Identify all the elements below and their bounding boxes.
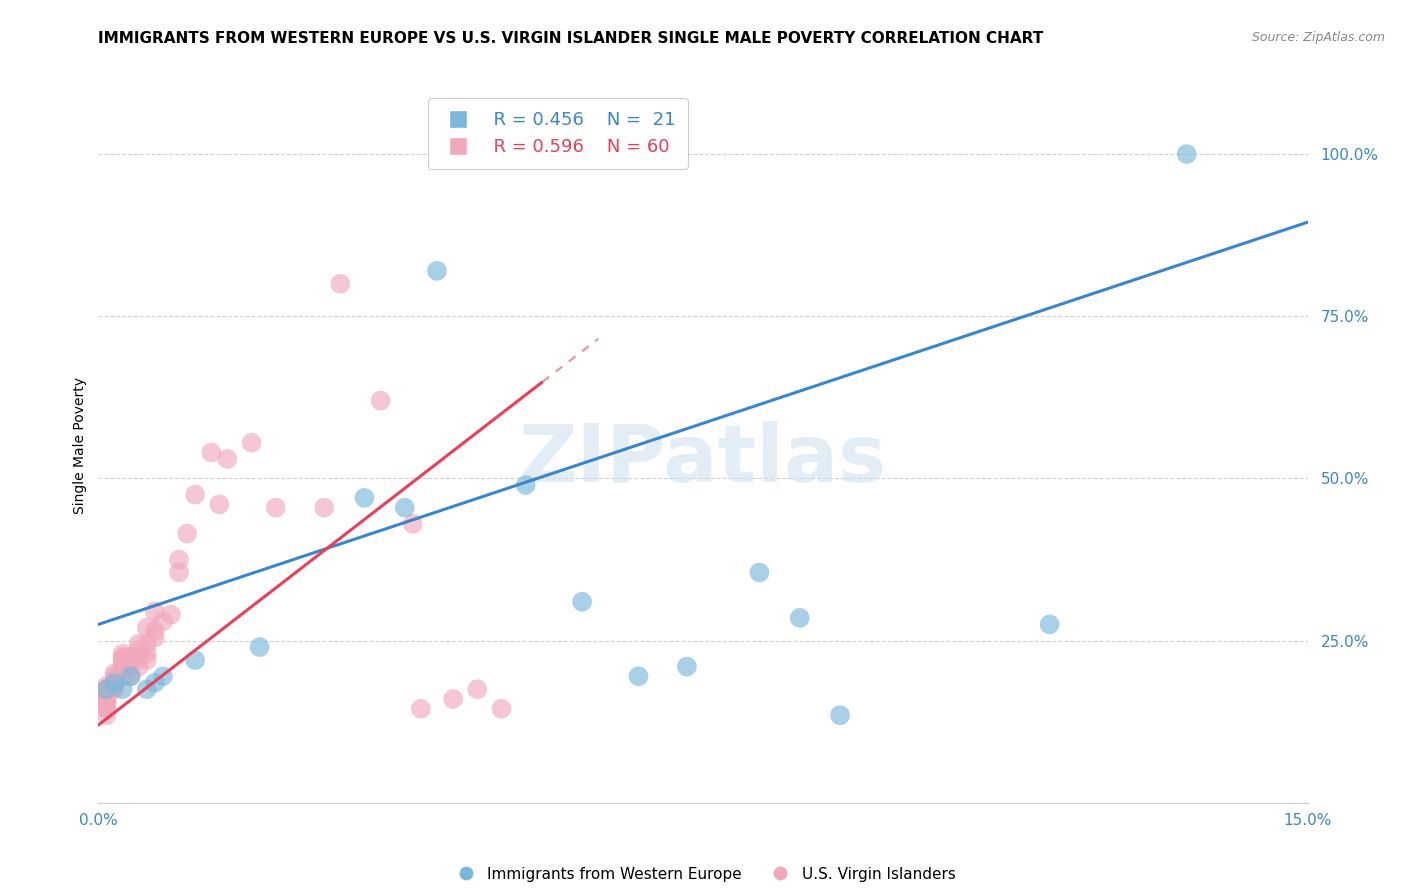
Point xyxy=(748,566,770,580)
Point xyxy=(120,659,142,673)
Text: IMMIGRANTS FROM WESTERN EUROPE VS U.S. VIRGIN ISLANDER SINGLE MALE POVERTY CORRE: IMMIGRANTS FROM WESTERN EUROPE VS U.S. V… xyxy=(98,31,1043,46)
Point xyxy=(184,653,207,667)
Point xyxy=(103,675,125,690)
Point xyxy=(160,607,183,622)
Point xyxy=(176,526,198,541)
Point xyxy=(135,621,157,635)
Point xyxy=(491,702,513,716)
Point xyxy=(426,264,449,278)
Point xyxy=(111,649,134,664)
Point xyxy=(167,566,190,580)
Point xyxy=(353,491,375,505)
Point xyxy=(530,147,553,161)
Text: Source: ZipAtlas.com: Source: ZipAtlas.com xyxy=(1251,31,1385,45)
Point xyxy=(103,673,125,687)
Point xyxy=(128,659,150,673)
Point xyxy=(208,497,231,511)
Point xyxy=(135,637,157,651)
Point xyxy=(96,679,118,693)
Point xyxy=(111,669,134,683)
Point xyxy=(143,624,166,638)
Point xyxy=(96,682,118,697)
Point xyxy=(96,695,118,709)
Point xyxy=(1039,617,1062,632)
Point xyxy=(152,669,174,683)
Point xyxy=(329,277,352,291)
Point xyxy=(120,669,142,683)
Point xyxy=(240,435,263,450)
Point xyxy=(96,695,118,709)
Point xyxy=(571,595,593,609)
Point xyxy=(128,637,150,651)
Point xyxy=(111,647,134,661)
Point xyxy=(111,657,134,671)
Point xyxy=(103,682,125,697)
Point xyxy=(103,669,125,683)
Point xyxy=(128,643,150,657)
Point xyxy=(828,708,851,723)
Point xyxy=(111,663,134,677)
Point xyxy=(200,445,222,459)
Point xyxy=(103,666,125,681)
Point xyxy=(465,682,488,697)
Point xyxy=(249,640,271,654)
Point xyxy=(96,702,118,716)
Point xyxy=(789,611,811,625)
Point xyxy=(96,689,118,703)
Point xyxy=(627,669,650,683)
Point xyxy=(103,679,125,693)
Point xyxy=(217,452,239,467)
Point xyxy=(409,702,432,716)
Point xyxy=(1175,147,1198,161)
Point xyxy=(167,552,190,566)
Point xyxy=(111,653,134,667)
Point xyxy=(135,647,157,661)
Point xyxy=(184,488,207,502)
Point xyxy=(314,500,336,515)
Point xyxy=(120,657,142,671)
Point xyxy=(96,692,118,706)
Point xyxy=(515,478,537,492)
Point xyxy=(96,702,118,716)
Legend: Immigrants from Western Europe, U.S. Virgin Islanders: Immigrants from Western Europe, U.S. Vir… xyxy=(444,861,962,888)
Point xyxy=(111,682,134,697)
Point xyxy=(264,500,287,515)
Point xyxy=(96,685,118,699)
Text: ZIPatlas: ZIPatlas xyxy=(519,421,887,500)
Point xyxy=(441,692,464,706)
Point xyxy=(143,631,166,645)
Point xyxy=(676,659,699,673)
Point xyxy=(135,653,157,667)
Point xyxy=(143,604,166,618)
Point xyxy=(128,649,150,664)
Point xyxy=(135,682,157,697)
Point xyxy=(103,675,125,690)
Point xyxy=(143,675,166,690)
Point xyxy=(370,393,392,408)
Point xyxy=(120,649,142,664)
Point xyxy=(96,682,118,697)
Point xyxy=(96,689,118,703)
Point xyxy=(96,682,118,697)
Point xyxy=(103,675,125,690)
Point xyxy=(152,614,174,628)
Point xyxy=(402,516,425,531)
Point xyxy=(96,708,118,723)
Y-axis label: Single Male Poverty: Single Male Poverty xyxy=(73,377,87,515)
Point xyxy=(120,669,142,683)
Point xyxy=(394,500,416,515)
